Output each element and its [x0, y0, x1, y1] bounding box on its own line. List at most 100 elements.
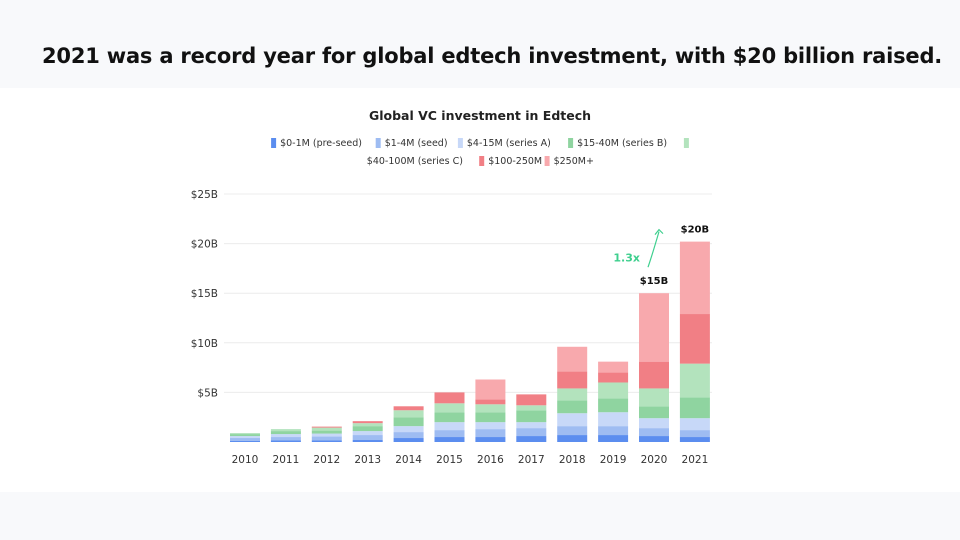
bar-segment — [598, 372, 629, 383]
bars — [230, 241, 710, 442]
bar-segment — [311, 427, 342, 431]
x-tick-label: 2021 — [682, 454, 709, 466]
bar-segment — [230, 441, 260, 442]
bar-segment — [230, 434, 260, 437]
headline: 2021 was a record year for global edtech… — [42, 44, 943, 68]
bar-segment — [557, 426, 588, 436]
growth-multiplier: 1.3x — [613, 251, 640, 264]
bar-segment — [679, 397, 710, 419]
bar-segment — [434, 437, 465, 442]
legend-swatch-3 — [568, 138, 574, 148]
bar-segment — [557, 346, 588, 372]
bar-segment — [434, 430, 465, 438]
bar-segment — [475, 422, 506, 430]
bar-segment — [516, 436, 547, 442]
bar-segment — [230, 436, 260, 439]
bar-segment — [475, 429, 506, 438]
gridlines — [224, 193, 712, 393]
bar-segment — [393, 426, 424, 433]
bar-segment — [598, 361, 629, 373]
bar-segment — [352, 435, 383, 441]
bar-segment — [639, 436, 669, 442]
legend-label-4: $40-100M (series C) — [367, 156, 463, 167]
bar-segment — [393, 406, 424, 411]
bar-segment — [352, 421, 383, 424]
x-tick-label: 2017 — [518, 454, 545, 466]
x-tick-label: 2016 — [477, 454, 504, 466]
legend-swatch-4 — [683, 138, 689, 148]
bar-segment — [311, 440, 342, 442]
bar-segment — [639, 293, 669, 362]
bar-segment — [352, 423, 383, 427]
bar-segment — [516, 428, 547, 437]
legend-swatch-0 — [271, 138, 277, 148]
bar-segment — [475, 404, 506, 413]
growth-arrow — [647, 231, 660, 268]
x-tick-label: 2020 — [641, 454, 668, 466]
x-tick-label: 2012 — [313, 454, 340, 466]
bar-segment — [639, 361, 669, 389]
bar-segment — [352, 426, 383, 432]
bar-segment — [434, 422, 465, 431]
legend-label-5: $100-250M — [488, 156, 542, 167]
bar-segment — [311, 436, 342, 441]
growth-arrow-head — [654, 228, 664, 235]
bar-segment — [393, 417, 424, 427]
legend-label-6: $250M+ — [554, 156, 594, 167]
bar-segment — [516, 405, 547, 411]
bar-segment — [230, 433, 260, 435]
bar-segment — [639, 388, 669, 407]
x-tick-label: 2013 — [354, 454, 381, 466]
bar-segment — [598, 435, 629, 442]
y-tick-label: $15B — [191, 288, 218, 300]
bar-segment — [557, 413, 588, 427]
x-tick-label: 2018 — [559, 454, 586, 466]
bar-segment — [475, 399, 506, 405]
total-label: $20B — [681, 225, 710, 236]
bar-segment — [557, 435, 588, 442]
y-tick-label: $10B — [191, 338, 218, 350]
legend-swatch-2 — [457, 138, 463, 148]
bar-segment — [679, 363, 710, 398]
bar-segment — [270, 434, 301, 438]
bar-segment — [679, 437, 710, 442]
bar-segment — [557, 400, 588, 414]
legend-label-0: $0-1M (pre-seed) — [280, 138, 362, 149]
x-axis: 2010 2011 2012 2013 2014 2015 2016 2017 2018 2019… — [232, 454, 709, 466]
chart-svg: Global VC investment in Edtech $0-1M (pr… — [191, 108, 712, 466]
bar-segment — [311, 426, 342, 428]
annotations: $15B $20B 1.3x — [613, 225, 709, 288]
bar-segment — [352, 440, 383, 442]
bar-segment — [311, 433, 342, 437]
bar-segment — [679, 418, 710, 431]
bar-segment — [598, 382, 629, 399]
bar-segment — [434, 392, 465, 404]
bar-segment — [393, 438, 424, 442]
bar-segment — [475, 412, 506, 423]
legend-swatch-1 — [375, 138, 381, 148]
legend-swatch-5 — [479, 156, 485, 166]
y-tick-label: $20B — [191, 239, 218, 251]
bar-segment — [270, 440, 301, 442]
bar-segment — [270, 437, 301, 441]
bar-segment — [679, 241, 710, 315]
bar-segment — [475, 379, 506, 400]
bar-segment — [516, 410, 547, 423]
y-tick-label: $5B — [197, 387, 218, 399]
bar-segment — [270, 429, 301, 432]
legend-label-3: $15-40M (series B) — [577, 138, 667, 149]
legend: $0-1M (pre-seed) $1-4M (seed) $4-15M (seri… — [271, 138, 689, 167]
y-axis: $5B $10B $15B $20B $25B — [191, 189, 218, 399]
bar-segment — [475, 437, 506, 442]
legend-label-2: $4-15M (series A) — [467, 138, 551, 149]
bar-segment — [270, 431, 301, 435]
bar-segment — [352, 431, 383, 436]
total-label: $15B — [640, 276, 669, 287]
legend-swatch-6 — [544, 156, 550, 166]
bar-segment — [639, 418, 669, 429]
bar-segment — [598, 398, 629, 413]
bar-segment — [557, 371, 588, 389]
bar-segment — [598, 426, 629, 436]
bar-segment — [639, 406, 669, 419]
x-tick-label: 2014 — [395, 454, 422, 466]
